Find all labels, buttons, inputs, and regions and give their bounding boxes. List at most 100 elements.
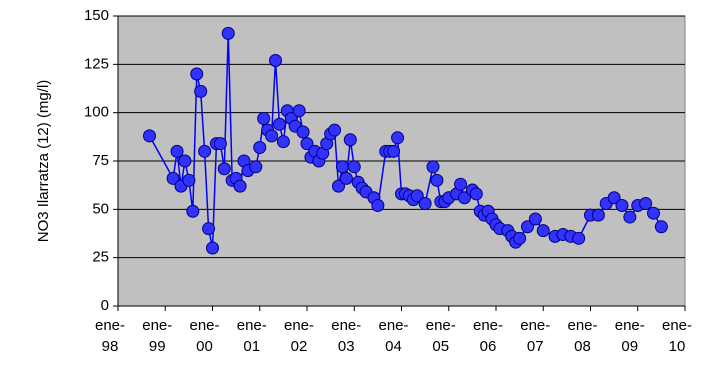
data-point (217, 162, 231, 176)
data-point (178, 154, 192, 168)
data-point (371, 198, 385, 212)
x-tick-label-part: 01 (243, 338, 260, 355)
data-point (343, 133, 357, 147)
data-point (257, 111, 271, 125)
data-point (647, 206, 660, 220)
y-tick-label: 150 (84, 7, 109, 24)
y-axis-label: NO3 Ilarratza (12) (mg/l) (35, 80, 52, 243)
x-tick-label: ene- 02 (284, 317, 314, 355)
x-tick-label-part: 03 (338, 338, 355, 355)
data-point (528, 212, 542, 226)
data-point (339, 171, 353, 185)
x-tick-label-part: 00 (196, 338, 213, 355)
data-point (347, 160, 361, 174)
x-tick-label-part: 99 (149, 338, 166, 355)
data-point (332, 179, 345, 193)
x-tick-label-part: 08 (574, 338, 591, 355)
x-tick-label: ene- 06 (473, 317, 503, 355)
data-point (269, 53, 282, 67)
y-tick-label: 125 (84, 55, 109, 72)
x-tick-label-part: 10 (669, 338, 686, 355)
x-tick-label-part: ene- (520, 317, 550, 334)
x-tick-label-part: 98 (102, 338, 119, 355)
x-tick-label: ene- 00 (189, 317, 219, 355)
data-point (233, 179, 247, 193)
x-tick-label-part: ene- (284, 317, 314, 334)
data-point (186, 204, 200, 218)
x-tick-label-part: ene- (662, 317, 692, 334)
x-tick-label: ene- 09 (615, 317, 645, 355)
x-tick-label-part: ene- (331, 317, 361, 334)
data-point (276, 135, 290, 149)
data-point (387, 144, 401, 158)
x-tick-label-part: ene- (142, 317, 172, 334)
x-tick-label-part: 05 (432, 338, 449, 355)
x-tick-label: ene- 04 (378, 317, 408, 355)
data-point (300, 137, 314, 151)
x-tick-label-part: ene- (378, 317, 408, 334)
data-point (607, 191, 621, 205)
data-point (213, 137, 227, 151)
data-point (206, 241, 219, 255)
data-point (296, 125, 310, 139)
data-point (328, 123, 342, 137)
x-tick-label-part: ene- (615, 317, 645, 334)
data-point (454, 177, 468, 191)
data-point (182, 173, 196, 187)
data-point (249, 160, 263, 174)
x-tick-label-part: ene- (95, 317, 125, 334)
y-tick-label: 50 (92, 200, 109, 217)
data-point (418, 197, 432, 211)
data-point (615, 198, 629, 212)
data-point (591, 208, 605, 222)
data-point (521, 220, 534, 234)
x-tick-label: ene- 05 (426, 317, 456, 355)
y-tick-label: 0 (101, 297, 109, 314)
data-point (272, 117, 286, 131)
data-point (166, 171, 180, 185)
data-point (623, 210, 637, 224)
y-tick-label: 100 (84, 104, 109, 121)
data-point (469, 187, 483, 201)
data-point (143, 129, 156, 143)
x-tick-label-part: ene- (426, 317, 456, 334)
data-point (292, 104, 306, 118)
x-tick-label-part: ene- (473, 317, 503, 334)
data-point (202, 222, 216, 236)
data-point (426, 160, 440, 174)
x-tick-label: ene- 07 (520, 317, 550, 355)
data-point (170, 144, 184, 158)
x-tick-label-part: 04 (385, 338, 402, 355)
x-tick-label-part: 09 (621, 338, 638, 355)
x-tick-label: ene- 99 (142, 317, 172, 355)
x-tick-label-part: ene- (237, 317, 267, 334)
x-tick-label-part: ene- (567, 317, 597, 334)
data-point (265, 129, 279, 143)
data-point (198, 144, 212, 158)
y-tick-label: 25 (92, 249, 109, 266)
data-point (536, 224, 550, 238)
x-tick-label: ene- 01 (237, 317, 267, 355)
x-tick-label-part: ene- (189, 317, 219, 334)
data-point (335, 160, 349, 174)
x-tick-label-part: 02 (291, 338, 308, 355)
data-point (253, 140, 267, 154)
x-tick-label: ene- 03 (331, 317, 361, 355)
x-tick-label: ene- 98 (95, 317, 125, 355)
data-point (639, 197, 653, 211)
x-tick-label: ene- 08 (567, 317, 597, 355)
y-tick-label: 75 (92, 152, 109, 169)
data-point (190, 67, 204, 81)
x-tick-label-part: 07 (527, 338, 544, 355)
data-point (458, 191, 471, 205)
data-point (572, 231, 586, 245)
data-point (410, 189, 424, 203)
data-point (221, 26, 235, 40)
x-tick-label-part: 06 (480, 338, 497, 355)
data-point (430, 173, 444, 187)
data-point (513, 231, 527, 245)
data-point (194, 84, 208, 98)
data-point (391, 131, 405, 145)
